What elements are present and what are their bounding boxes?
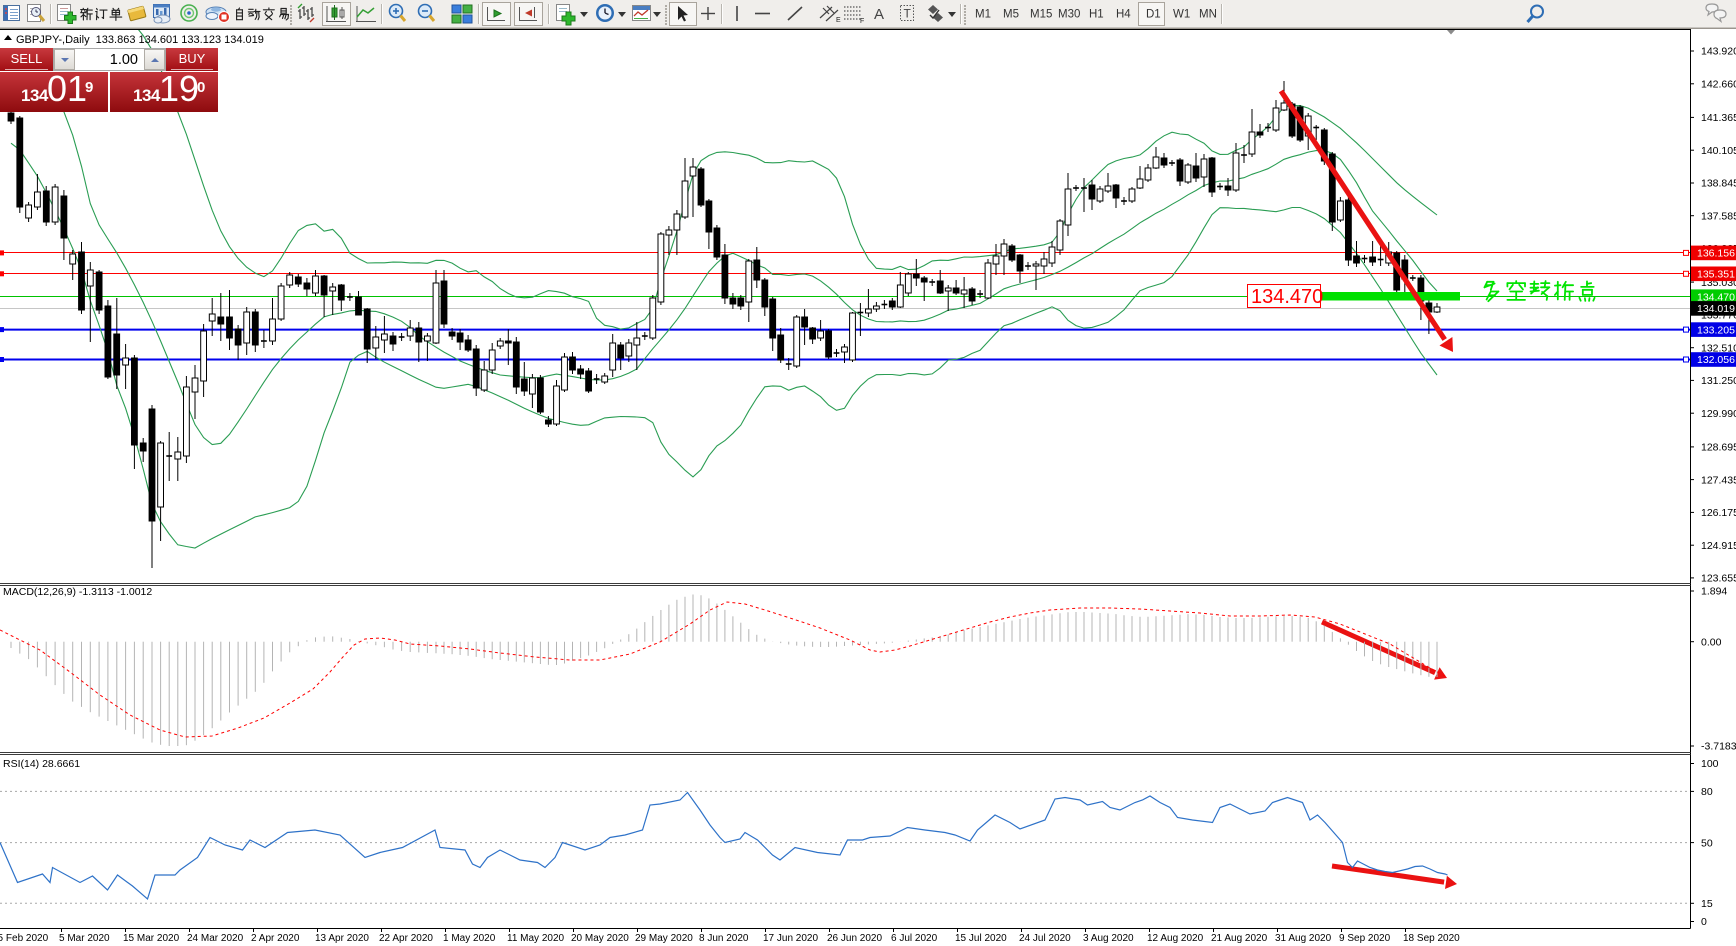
- svg-text:3 Aug 2020: 3 Aug 2020: [1083, 933, 1134, 944]
- svg-text:11 May 2020: 11 May 2020: [507, 933, 565, 944]
- svg-text:9 Sep 2020: 9 Sep 2020: [1339, 933, 1391, 944]
- svg-text:-3.7183: -3.7183: [1701, 741, 1736, 753]
- svg-text:22 Apr 2020: 22 Apr 2020: [379, 933, 433, 944]
- svg-text:GBPJPY-,Daily 133.863 134.601: GBPJPY-,Daily 133.863 134.601 133.123 13…: [16, 34, 264, 46]
- svg-text:13 Apr 2020: 13 Apr 2020: [315, 933, 369, 944]
- svg-text:T: T: [904, 7, 912, 21]
- svg-text:138.845: 138.845: [1701, 178, 1736, 190]
- svg-text:0: 0: [1701, 916, 1707, 928]
- svg-text:24 Mar 2020: 24 Mar 2020: [187, 933, 244, 944]
- svg-text:M5: M5: [1003, 9, 1019, 21]
- svg-text:26 Jun 2020: 26 Jun 2020: [827, 933, 882, 944]
- svg-text:17 Jun 2020: 17 Jun 2020: [763, 933, 818, 944]
- svg-text:80: 80: [1701, 786, 1713, 798]
- svg-text:129.990: 129.990: [1701, 408, 1736, 420]
- svg-text:126.175: 126.175: [1701, 507, 1736, 519]
- svg-text:132.510: 132.510: [1701, 342, 1736, 354]
- svg-text:136.156: 136.156: [1697, 248, 1735, 260]
- svg-text:18 Sep 2020: 18 Sep 2020: [1403, 933, 1460, 944]
- svg-text:15 Jul 2020: 15 Jul 2020: [955, 933, 1007, 944]
- svg-text:20 May 2020: 20 May 2020: [571, 933, 629, 944]
- svg-text:W1: W1: [1173, 9, 1190, 21]
- svg-text:A: A: [874, 6, 884, 23]
- svg-text:M15: M15: [1030, 9, 1052, 21]
- svg-text:21 Aug 2020: 21 Aug 2020: [1211, 933, 1268, 944]
- svg-text:0.00: 0.00: [1701, 636, 1722, 648]
- svg-text:135.351: 135.351: [1697, 269, 1735, 281]
- svg-text:E: E: [836, 17, 841, 24]
- svg-text:24 Jul 2020: 24 Jul 2020: [1019, 933, 1071, 944]
- svg-text:50: 50: [1701, 837, 1713, 849]
- svg-text:12 Aug 2020: 12 Aug 2020: [1147, 933, 1204, 944]
- svg-text:5 Mar 2020: 5 Mar 2020: [59, 933, 110, 944]
- svg-text:134.019: 134.019: [1697, 303, 1735, 315]
- svg-text:6 Jul 2020: 6 Jul 2020: [891, 933, 938, 944]
- svg-text:15: 15: [1701, 898, 1713, 910]
- svg-text:2 Apr 2020: 2 Apr 2020: [251, 933, 300, 944]
- svg-text:29 May 2020: 29 May 2020: [635, 933, 693, 944]
- svg-text:25 Feb 2020: 25 Feb 2020: [0, 933, 49, 944]
- svg-text:141.365: 141.365: [1701, 112, 1736, 124]
- svg-text:8 Jun 2020: 8 Jun 2020: [699, 933, 749, 944]
- svg-text:RSI(14) 28.6661: RSI(14) 28.6661: [3, 758, 80, 770]
- svg-text:F: F: [860, 18, 864, 25]
- svg-text:123.655: 123.655: [1701, 573, 1736, 585]
- svg-text:1.894: 1.894: [1701, 586, 1727, 598]
- svg-text:31 Aug 2020: 31 Aug 2020: [1275, 933, 1332, 944]
- svg-text:MN: MN: [1199, 9, 1217, 21]
- svg-text:137.585: 137.585: [1701, 210, 1736, 222]
- svg-text:15 Mar 2020: 15 Mar 2020: [123, 933, 180, 944]
- svg-text:1 May 2020: 1 May 2020: [443, 933, 496, 944]
- svg-text:127.435: 127.435: [1701, 474, 1736, 486]
- svg-text:M30: M30: [1058, 9, 1080, 21]
- svg-text:133.205: 133.205: [1697, 324, 1735, 336]
- svg-text:MACD(12,26,9) -1.3113 -1.0012: MACD(12,26,9) -1.3113 -1.0012: [3, 586, 152, 598]
- svg-text:H1: H1: [1089, 9, 1104, 21]
- svg-text:128.695: 128.695: [1701, 442, 1736, 454]
- svg-text:134.470: 134.470: [1251, 286, 1323, 308]
- svg-text:134.470: 134.470: [1697, 291, 1735, 303]
- svg-text:131.250: 131.250: [1701, 375, 1736, 387]
- svg-text:M1: M1: [975, 9, 991, 21]
- svg-text:124.915: 124.915: [1701, 540, 1736, 552]
- svg-text:140.105: 140.105: [1701, 145, 1736, 157]
- svg-text:143.920: 143.920: [1701, 46, 1736, 58]
- svg-text:132.056: 132.056: [1697, 354, 1735, 366]
- svg-text:100: 100: [1701, 758, 1719, 770]
- svg-text:142.660: 142.660: [1701, 79, 1736, 91]
- svg-text:D1: D1: [1146, 9, 1161, 21]
- svg-text:H4: H4: [1116, 9, 1131, 21]
